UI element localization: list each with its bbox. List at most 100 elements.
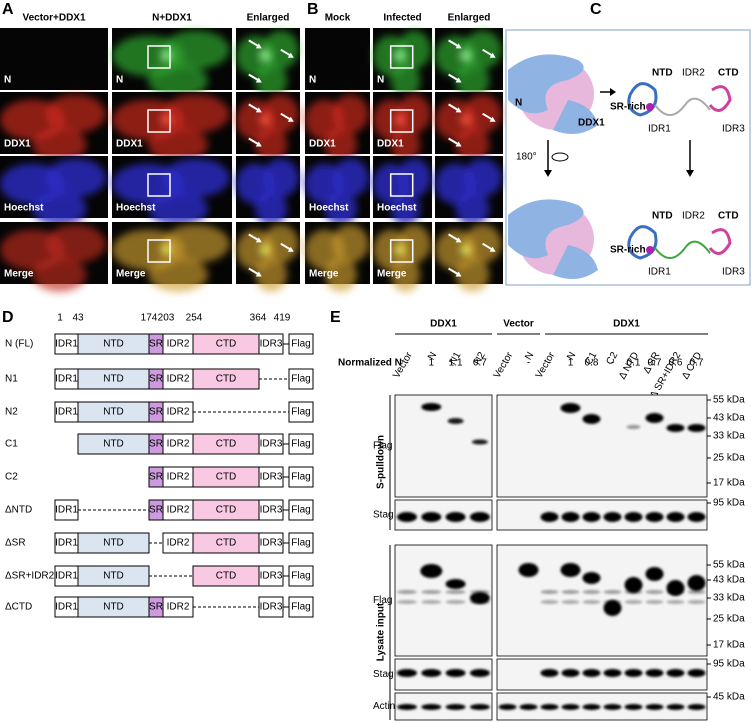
band — [645, 512, 664, 522]
normalized-value: 0.7 — [648, 358, 662, 369]
marker-label: 33 kDa — [713, 593, 745, 604]
flag-tag — [288, 499, 314, 521]
cells — [0, 94, 106, 162]
band — [603, 600, 622, 616]
band — [687, 600, 706, 604]
column-header: Enlarged — [247, 13, 290, 24]
domain-label: IDR2 — [167, 339, 190, 350]
label-idr2: IDR2 — [682, 68, 705, 79]
domain-label: IDR3 — [260, 439, 283, 450]
domain-label: SR — [149, 505, 163, 516]
band — [420, 564, 443, 578]
band — [666, 580, 685, 596]
granule — [394, 50, 405, 61]
arrow — [448, 137, 460, 146]
domain-label: CTD — [216, 339, 237, 350]
row-label: DDX1 — [4, 139, 31, 150]
column-header: Mock — [325, 13, 351, 24]
lane-label: Vector — [492, 350, 516, 381]
tag-label: Flag — [291, 571, 310, 582]
band — [603, 590, 622, 594]
label-sr-rich: SR-rich — [610, 245, 646, 256]
row-label: Hoechst — [377, 203, 417, 214]
column-header: Vector+DDX1 — [22, 13, 86, 24]
marker-label: 55 kDa — [713, 395, 745, 406]
band — [397, 704, 417, 710]
arrow-head — [455, 237, 462, 243]
cells — [236, 224, 299, 292]
arrow-head — [455, 271, 462, 277]
cell — [390, 63, 421, 98]
tag-label: Flag — [291, 602, 310, 613]
cell — [455, 63, 490, 98]
normalized-value: 0.6 — [669, 358, 683, 369]
normalized-value: - — [405, 358, 408, 369]
cells — [305, 94, 369, 162]
granule — [460, 50, 471, 61]
cell — [255, 191, 288, 226]
blot — [394, 394, 493, 498]
domain-label: IDR3 — [260, 571, 283, 582]
cells — [0, 224, 106, 292]
cell — [32, 127, 87, 162]
cells — [305, 158, 369, 226]
label-ctd: CTD — [718, 211, 739, 222]
flag-tag — [288, 433, 314, 455]
band — [540, 600, 559, 604]
blot-label: Flag — [373, 595, 392, 606]
cell — [255, 257, 288, 292]
band — [421, 704, 442, 710]
band — [687, 424, 706, 432]
zoom-box — [389, 109, 414, 133]
marker-label: 33 kDa — [713, 431, 745, 442]
domain-label: IDR3 — [260, 538, 283, 549]
marker-label: 43 kDa — [713, 575, 745, 586]
band — [603, 512, 622, 522]
normalized-value: 1 — [568, 358, 574, 369]
label-idr1: IDR1 — [648, 267, 671, 278]
sr-helix — [646, 246, 654, 254]
cell — [390, 127, 421, 162]
cell — [32, 191, 87, 226]
cells — [435, 158, 502, 226]
group-label: DDX1 — [613, 319, 640, 330]
band — [421, 590, 442, 594]
cell — [148, 127, 208, 162]
arrow-head — [455, 141, 462, 147]
arrow-head — [255, 237, 262, 243]
blot-label: Stag — [373, 510, 394, 521]
row-label: DDX1 — [116, 139, 143, 150]
flag-tag — [288, 565, 314, 587]
arrow — [448, 267, 460, 276]
domain-label: CTD — [216, 571, 237, 582]
row-label: N — [4, 75, 11, 86]
domain-label: IDR1 — [55, 505, 78, 516]
cells — [435, 224, 502, 292]
zoom-box — [147, 173, 171, 197]
n-surface — [553, 245, 598, 279]
idr-ribbon — [654, 97, 711, 116]
arrow — [280, 48, 292, 57]
row-label: DDX1 — [309, 139, 336, 150]
label-idr3: IDR3 — [722, 267, 745, 278]
cells — [305, 224, 369, 292]
blot-label: Stag — [373, 669, 394, 680]
cell — [390, 191, 421, 226]
arrow — [448, 73, 460, 82]
flag-tag — [288, 596, 314, 618]
domain-label: IDR1 — [55, 374, 78, 385]
marker-label: 17 kDa — [713, 640, 745, 651]
arrow-head — [255, 271, 262, 277]
cell — [332, 224, 369, 263]
domain-label: NTD — [103, 339, 124, 350]
construct-name: ΔSR — [5, 538, 26, 549]
panel-letter: C — [590, 1, 602, 18]
band — [561, 704, 580, 710]
domain-label: IDR2 — [167, 602, 190, 613]
cell — [455, 191, 490, 226]
tag-label: Flag — [291, 339, 310, 350]
arrow-head — [255, 107, 262, 113]
domain-label: IDR2 — [167, 472, 190, 483]
label-n: N — [515, 98, 522, 109]
domain-label: IDR1 — [55, 571, 78, 582]
